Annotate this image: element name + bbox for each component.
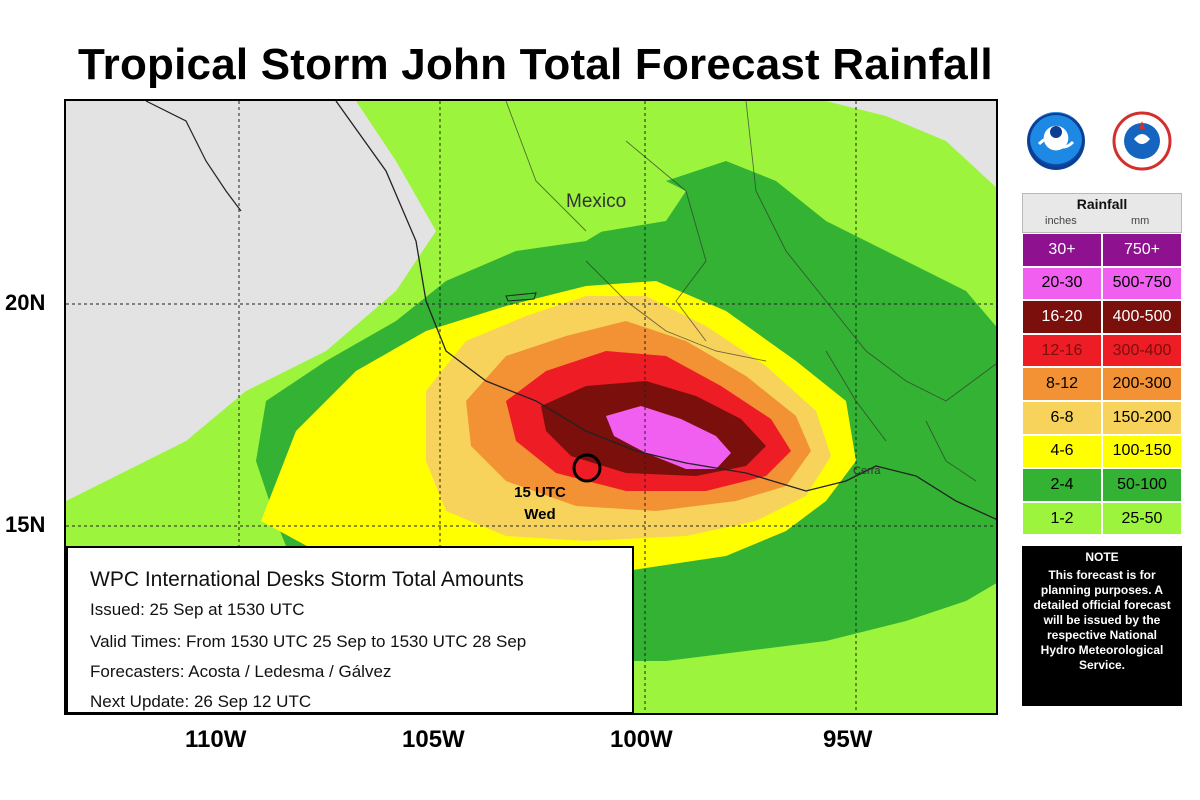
legend-row: 8-12 200-300 [1022, 367, 1182, 401]
info-next-update: Next Update: 26 Sep 12 UTC [90, 692, 312, 711]
info-forecasters: Forecasters: Acosta / Ledesma / Gálvez [90, 662, 392, 681]
storm-time-label: 15 UTC Wed [505, 482, 575, 526]
legend-row: 16-20 400-500 [1022, 300, 1182, 334]
lat-label-15n: 15N [5, 512, 46, 537]
legend-title: Rainfall [1076, 196, 1128, 212]
legend-row: 2-4 50-100 [1022, 468, 1182, 502]
legend-row: 20-30 500-750 [1022, 266, 1182, 301]
storm-time-line2: Wed [524, 506, 556, 523]
lon-label-95w: 95W [823, 726, 873, 753]
legend-cell-mm: 200-300 [1102, 367, 1182, 401]
legend-cell-in: 16-20 [1022, 300, 1102, 334]
legend-cell-mm: 300-400 [1102, 333, 1182, 368]
legend-cell-in: 8-12 [1022, 367, 1102, 401]
legend-cell-in: 30+ [1022, 233, 1102, 267]
legend-row: 30+ 750+ [1022, 233, 1182, 267]
legend-row: 1-2 25-50 [1022, 501, 1182, 536]
note-box: NOTE This forecast is for planning purpo… [1022, 546, 1182, 706]
legend-cell-in: 12-16 [1022, 333, 1102, 368]
storm-position-marker [572, 453, 602, 483]
legend-cell-in: 2-4 [1022, 468, 1102, 502]
info-issued: Issued: 25 Sep at 1530 UTC [90, 600, 305, 619]
coast-label: Cerra [853, 465, 881, 477]
map-title: Tropical Storm John Total Forecast Rainf… [78, 40, 993, 89]
coastline [335, 101, 996, 520]
legend-cell-mm: 400-500 [1102, 300, 1182, 334]
legend-unit-mm: mm [1131, 215, 1150, 227]
legend-header: Rainfall inches mm [1022, 193, 1182, 233]
legend-rows: 30+ 750+ 20-30 500-750 16-20 400-500 12-16 300-… [1022, 233, 1182, 536]
legend-row: 6-8 150-200 [1022, 400, 1182, 435]
legend-cell-in: 1-2 [1022, 501, 1102, 536]
legend-cell-mm: 150-200 [1102, 400, 1182, 435]
state-borders [505, 101, 996, 482]
nws-logo-icon [1112, 111, 1172, 171]
legend-cell-in: 20-30 [1022, 266, 1102, 301]
legend-row: 4-6 100-150 [1022, 434, 1182, 469]
lon-label-100w: 100W [610, 726, 673, 753]
baja-coast [145, 101, 242, 212]
legend-cell-in: 6-8 [1022, 400, 1102, 435]
note-title: NOTE [1085, 550, 1119, 564]
rain-contour-20-30 [606, 406, 731, 469]
legend-cell-mm: 25-50 [1102, 501, 1182, 536]
legend-row: 12-16 300-400 [1022, 333, 1182, 368]
graticule [66, 101, 996, 713]
lon-label-110w: 110W [185, 726, 247, 753]
info-valid-times: Valid Times: From 1530 UTC 25 Sep to 153… [90, 632, 527, 651]
rainfall-legend: Rainfall inches mm 30+ 750+ 20-30 500-750 16… [1022, 193, 1182, 536]
legend-cell-mm: 50-100 [1102, 468, 1182, 502]
legend-cell-mm: 500-750 [1102, 266, 1182, 301]
legend-unit-inches: inches [1045, 215, 1077, 227]
info-box: WPC International Desks Storm Total Amou… [66, 546, 634, 714]
lon-label-105w: 105W [402, 726, 465, 753]
note-body: This forecast is for planning purposes. … [1033, 568, 1171, 672]
lat-label-20n: 20N [5, 290, 46, 315]
lake-outline [505, 292, 537, 302]
storm-time-line1: 15 UTC [514, 484, 566, 501]
legend-cell-in: 4-6 [1022, 434, 1102, 469]
legend-cell-mm: 100-150 [1102, 434, 1182, 469]
legend-cell-mm: 750+ [1102, 233, 1182, 267]
rain-contour-1-2-inland [466, 161, 686, 241]
country-label-mexico: Mexico [566, 191, 627, 212]
noaa-logo-icon [1027, 112, 1085, 170]
info-title: WPC International Desks Storm Total Amou… [90, 568, 524, 591]
